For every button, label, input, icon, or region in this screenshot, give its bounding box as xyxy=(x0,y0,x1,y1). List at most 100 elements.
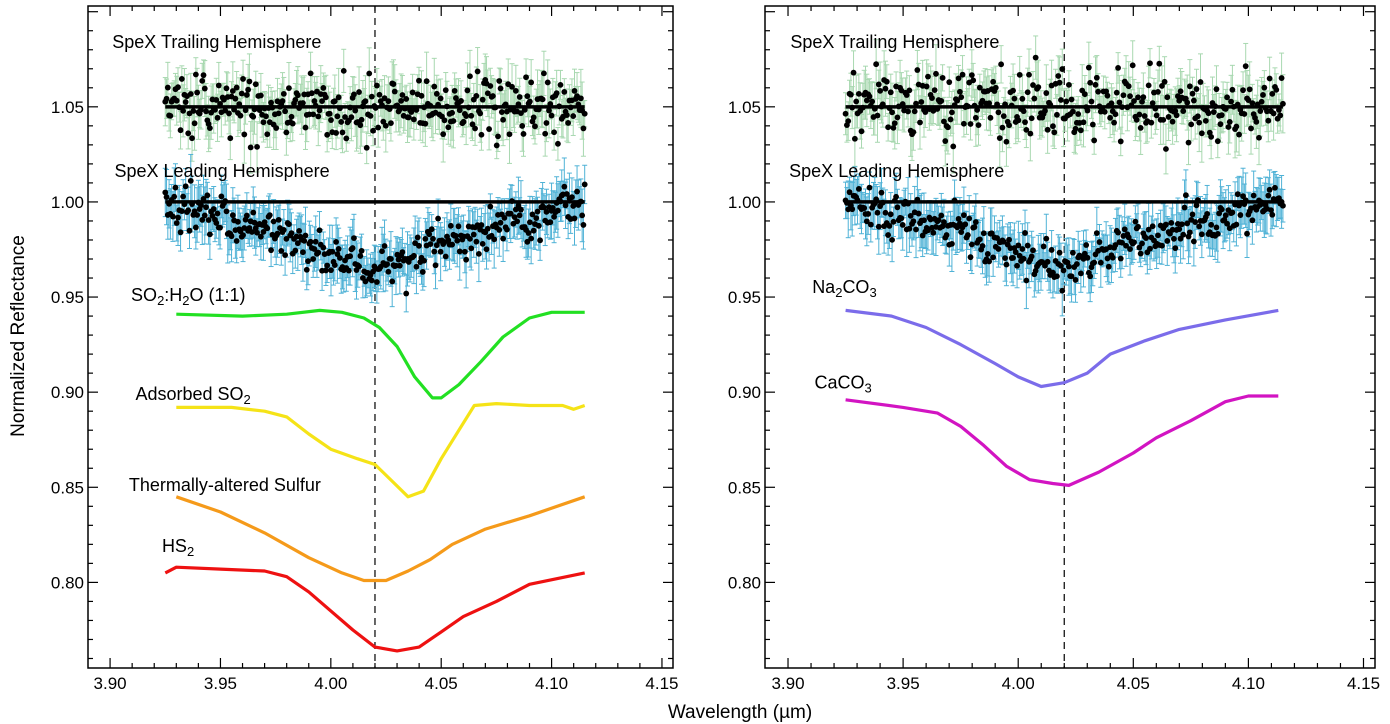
data-point xyxy=(931,87,938,94)
data-point xyxy=(229,212,236,219)
data-point xyxy=(409,89,416,96)
data-point xyxy=(1051,129,1058,136)
data-point xyxy=(1125,83,1132,90)
data-point xyxy=(283,235,290,242)
data-point xyxy=(311,246,318,252)
data-point xyxy=(528,79,535,86)
data-point xyxy=(1155,89,1161,95)
data-point xyxy=(301,237,308,244)
data-point xyxy=(1065,81,1072,88)
data-point xyxy=(245,86,252,93)
data-point xyxy=(933,70,939,77)
data-point xyxy=(869,98,876,105)
data-point xyxy=(351,235,357,241)
data-point xyxy=(307,70,314,77)
series-hs2: HS2 xyxy=(162,536,586,653)
data-point xyxy=(1019,95,1026,102)
data-point xyxy=(247,144,254,151)
data-point xyxy=(263,113,269,120)
series-line xyxy=(164,565,586,653)
data-point xyxy=(199,216,206,223)
data-point xyxy=(1133,116,1140,123)
data-point xyxy=(437,95,444,102)
data-point xyxy=(190,108,197,114)
data-point xyxy=(286,85,292,92)
data-point xyxy=(389,278,396,285)
data-point xyxy=(1080,119,1087,126)
data-point xyxy=(1246,86,1253,93)
data-point xyxy=(885,124,892,131)
data-point xyxy=(343,135,350,142)
data-point xyxy=(580,125,587,132)
data-point xyxy=(883,78,890,85)
data-point xyxy=(968,72,975,78)
data-point xyxy=(544,79,551,86)
data-point xyxy=(477,110,484,117)
data-point xyxy=(541,204,547,211)
data-point xyxy=(254,143,260,150)
data-point xyxy=(929,95,935,101)
data-point xyxy=(524,93,531,100)
data-point xyxy=(1129,62,1136,69)
data-point xyxy=(563,112,570,118)
data-point xyxy=(1189,90,1196,97)
data-point xyxy=(1022,119,1028,126)
data-point xyxy=(182,99,189,105)
series-label: Thermally-altered Sulfur xyxy=(129,475,321,495)
data-point xyxy=(996,135,1003,142)
data-point xyxy=(543,208,550,215)
data-point xyxy=(533,215,540,221)
data-point xyxy=(180,193,187,200)
data-point xyxy=(486,126,492,132)
data-point xyxy=(455,223,462,230)
data-point xyxy=(528,235,535,242)
data-point xyxy=(1145,82,1152,89)
data-point xyxy=(198,202,204,209)
data-point xyxy=(250,113,257,120)
data-point xyxy=(530,227,537,234)
data-point xyxy=(1148,119,1155,126)
data-point xyxy=(274,230,281,237)
data-point xyxy=(1059,66,1066,72)
data-point xyxy=(320,244,327,251)
data-point xyxy=(581,110,588,117)
data-point xyxy=(511,214,518,221)
data-point xyxy=(972,114,979,121)
data-point xyxy=(1147,60,1153,67)
data-point xyxy=(468,245,475,252)
data-point xyxy=(1000,113,1007,120)
data-point xyxy=(257,233,264,240)
data-point xyxy=(423,78,430,85)
data-point xyxy=(1270,110,1277,117)
y-tick-label: 0.90 xyxy=(51,383,84,402)
series-spex-trailing-hemisphere: SpeX Trailing Hemisphere xyxy=(790,32,1286,175)
data-point xyxy=(555,207,561,214)
data-point xyxy=(192,71,199,78)
data-point xyxy=(484,225,491,232)
data-point xyxy=(218,193,225,200)
data-point xyxy=(173,97,180,104)
data-point xyxy=(454,237,461,244)
data-point xyxy=(280,226,287,233)
data-point xyxy=(516,94,523,100)
data-point xyxy=(460,118,467,125)
data-point xyxy=(458,98,464,104)
y-tick-label: 0.95 xyxy=(51,288,84,307)
data-point xyxy=(171,193,178,200)
data-point xyxy=(504,226,510,233)
data-point xyxy=(356,263,362,270)
data-point xyxy=(260,228,267,235)
data-point xyxy=(214,114,221,121)
data-point xyxy=(175,214,181,221)
data-point xyxy=(282,252,289,258)
series-line xyxy=(176,402,586,499)
data-point xyxy=(357,253,364,259)
data-point xyxy=(950,143,957,150)
data-point xyxy=(877,87,884,94)
data-point xyxy=(496,78,503,84)
data-point xyxy=(562,202,569,209)
data-point xyxy=(367,113,374,119)
data-point xyxy=(547,219,554,226)
data-point xyxy=(246,78,253,85)
